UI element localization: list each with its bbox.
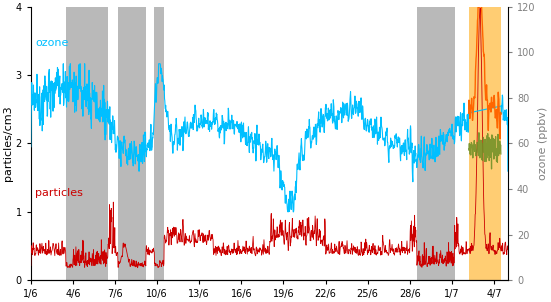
Bar: [66, 7, 108, 280]
Bar: [118, 7, 146, 280]
Bar: [417, 7, 455, 280]
Y-axis label: ozone (ppbv): ozone (ppbv): [538, 107, 548, 180]
Text: ozone: ozone: [35, 37, 68, 47]
Y-axis label: particles/cm3: particles/cm3: [3, 106, 13, 181]
Text: particles: particles: [35, 188, 83, 198]
Bar: [469, 7, 501, 280]
Bar: [154, 7, 164, 280]
